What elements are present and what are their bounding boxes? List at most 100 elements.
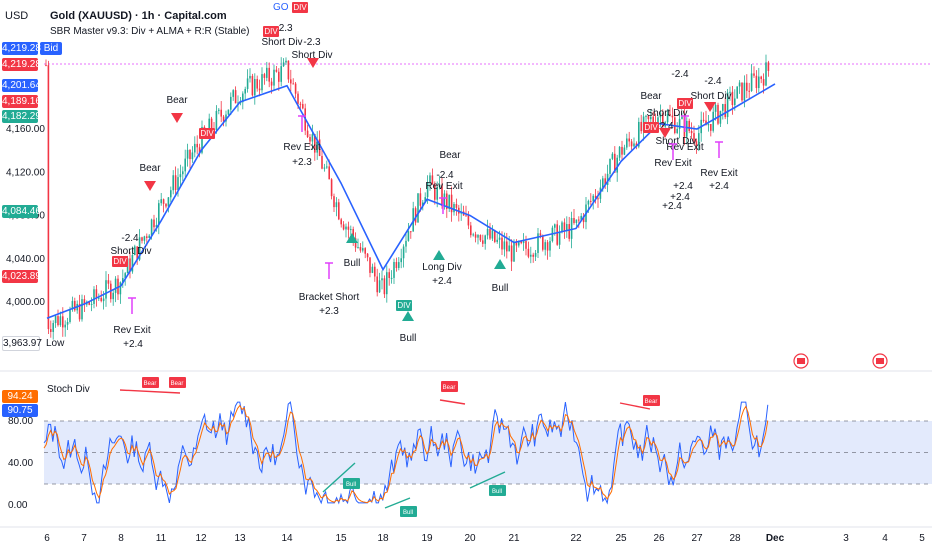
symbol-title[interactable]: Gold (XAUUSD) · 1h · Capital.com: [50, 10, 227, 22]
candle-body: [527, 248, 530, 257]
candle-body: [400, 258, 402, 263]
candle-body: [131, 254, 134, 272]
candle-body: [676, 128, 678, 134]
bear-marker: [144, 181, 156, 191]
candle-body: [249, 75, 251, 79]
candle-body: [686, 120, 688, 137]
candle-body: [158, 203, 160, 226]
x-axis-label: 21: [508, 533, 520, 544]
annotation-label: Short Div: [690, 91, 731, 102]
stoch-bull-tag: [489, 485, 506, 496]
annotation-label: Rev Exit: [425, 181, 462, 192]
candle-body: [297, 93, 299, 104]
candle-body: [446, 193, 448, 209]
candle-body: [278, 71, 280, 82]
candle-body: [455, 204, 458, 208]
annotation-label: +2.3: [319, 306, 339, 317]
currency-label: USD: [5, 10, 29, 22]
annotation-label: Short Div: [655, 136, 696, 147]
candle-body: [657, 117, 659, 126]
stoch-d-badge: 90.75: [2, 404, 38, 417]
x-axis-label: 5: [919, 533, 925, 544]
x-axis-label: 19: [421, 533, 433, 544]
stoch-bull-tag: [343, 478, 360, 489]
candle-body: [525, 240, 527, 249]
candle-body: [378, 280, 381, 293]
candle-body: [719, 110, 722, 124]
annotation-label: Bear: [640, 91, 662, 102]
candle-body: [347, 226, 350, 230]
x-axis-label: 6: [44, 533, 50, 544]
candle-body: [129, 258, 131, 272]
candle-body: [371, 266, 374, 273]
candle-body: [160, 199, 162, 204]
indicator-title[interactable]: SBR Master v9.3: Div + ALMA + R:R (Stabl…: [50, 26, 250, 37]
price-axis-label: 4,040.00: [6, 254, 45, 265]
candle-body: [587, 200, 590, 205]
candle-body: [338, 202, 340, 220]
candle-body: [174, 175, 177, 191]
bear-marker: [307, 58, 319, 68]
x-axis-label: 25: [615, 533, 627, 544]
bid-badge[interactable]: Bid: [40, 42, 62, 55]
x-axis-label: 26: [653, 533, 665, 544]
candle-body: [496, 239, 498, 242]
candle-body: [705, 120, 707, 126]
candle-body: [345, 226, 347, 230]
candle-body: [64, 324, 66, 328]
annotation-label: Rev Exit: [283, 142, 320, 153]
stoch-divergence-line: [322, 462, 356, 493]
stoch-bear-label: Bear: [443, 385, 456, 391]
bear-marker: [171, 113, 183, 123]
candle-body: [662, 113, 664, 127]
candle-body: [633, 143, 635, 147]
annotation-label: -2.3: [303, 37, 321, 48]
candle-body: [179, 174, 182, 178]
candle-body: [443, 193, 446, 206]
candle-body: [59, 316, 62, 326]
div-tag-label: DIV: [397, 301, 411, 310]
candle-body: [119, 282, 122, 295]
stoch-title[interactable]: Stoch Div: [47, 384, 90, 395]
stoch-d-line: [43, 404, 769, 504]
candle-body: [760, 76, 762, 80]
candle-body: [186, 149, 189, 159]
candle-body: [748, 90, 750, 92]
candle-body: [743, 82, 746, 101]
candle-body: [122, 278, 124, 283]
candle-body: [246, 78, 249, 89]
candle-body: [424, 197, 426, 203]
candle-body: [182, 171, 184, 175]
x-axis-label: 11: [156, 533, 167, 544]
bull-marker: [433, 250, 445, 260]
candle-body: [364, 248, 366, 254]
candle-body: [189, 149, 191, 160]
candle-body: [470, 225, 472, 236]
candle-body: [134, 246, 136, 255]
candle-body: [489, 229, 491, 239]
candle-body: [357, 247, 359, 249]
candle-body: [762, 79, 765, 86]
candle-body: [270, 81, 273, 86]
candle-body: [194, 143, 196, 153]
candle-body: [369, 257, 371, 273]
candle-body: [530, 254, 532, 257]
candle-body: [316, 139, 318, 153]
candle-body: [374, 266, 376, 277]
candle-body: [280, 66, 282, 82]
candle-body: [698, 133, 700, 146]
candle-body: [215, 110, 218, 130]
candle-body: [138, 237, 141, 260]
stoch-divergence-line: [384, 497, 411, 509]
candle-body: [575, 219, 578, 223]
annotation-label: -2.4: [436, 170, 454, 181]
annotation-label: Bear: [439, 150, 461, 161]
candle-body: [486, 229, 489, 236]
candle-body: [515, 241, 518, 246]
candle-body: [690, 130, 693, 134]
annotation-label: Rev Exit: [654, 158, 691, 169]
candle-body: [222, 116, 225, 122]
div-tag-bg: [199, 128, 215, 139]
candle-body: [472, 234, 474, 236]
